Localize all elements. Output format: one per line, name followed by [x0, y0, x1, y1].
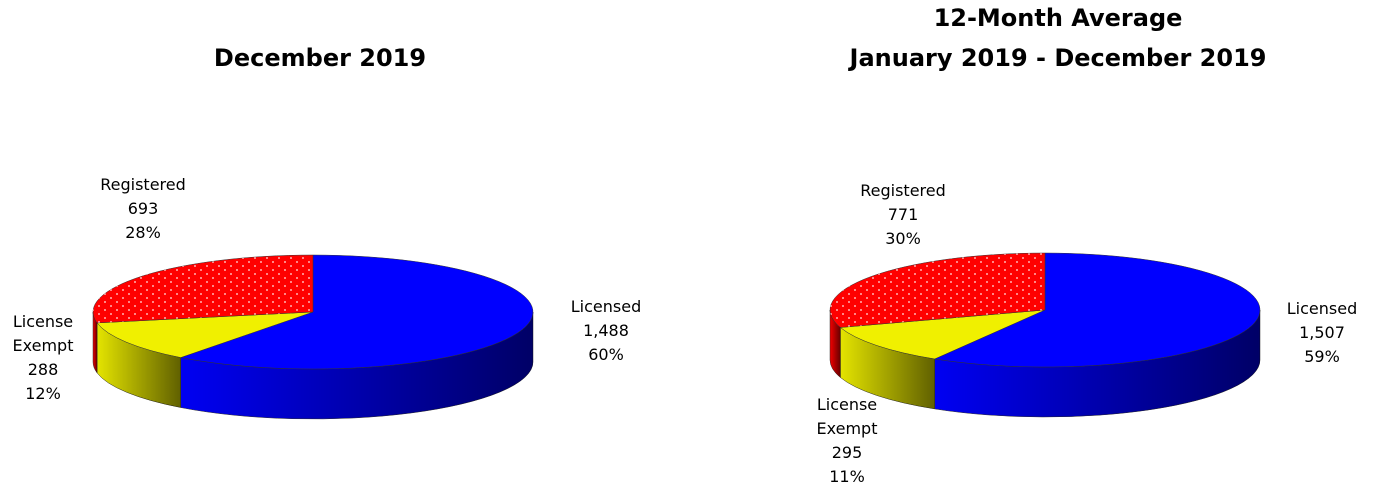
slice-side-shade: [830, 310, 841, 378]
slice: [839, 309, 1046, 360]
value-label: 288: [28, 360, 59, 379]
slice: [933, 252, 1261, 368]
value-label: 295: [832, 443, 863, 462]
label-word: Exempt: [13, 336, 74, 355]
slice-side-shade: [93, 312, 98, 373]
slice-label: Licensed: [1287, 299, 1357, 318]
value-label: 1,507: [1299, 323, 1345, 342]
slice: [96, 311, 314, 358]
slice-pattern: [92, 255, 313, 323]
slice-label: License Exempt: [817, 395, 878, 438]
percent-label: 12%: [25, 384, 61, 403]
slice-side-shade: [180, 312, 533, 420]
chart-title: December 2019: [214, 44, 426, 72]
slice-side-shade: [934, 310, 1260, 417]
chart-title: January 2019 - December 2019: [848, 44, 1267, 72]
percent-label: 30%: [885, 229, 921, 248]
slice-label: Registered: [100, 175, 186, 194]
percent-label: 11%: [829, 467, 865, 486]
slice-label: Registered: [860, 181, 946, 200]
percent-label: 28%: [125, 223, 161, 242]
slice-side-shade: [840, 327, 935, 409]
chart-title: 12-Month Average: [934, 4, 1183, 32]
label-word: Exempt: [817, 419, 878, 438]
percent-label: 59%: [1304, 347, 1340, 366]
slice-side-shade: [97, 322, 181, 408]
value-label: 1,488: [583, 321, 629, 340]
label-word: License: [817, 395, 877, 414]
slice: [179, 254, 534, 370]
value-label: 771: [888, 205, 919, 224]
slice-label: Licensed: [571, 297, 641, 316]
value-label: 693: [128, 199, 159, 218]
label-word: License: [13, 312, 73, 331]
slice-label: License Exempt: [13, 312, 74, 355]
slice-pattern: [830, 253, 1045, 328]
percent-label: 60%: [588, 345, 624, 364]
